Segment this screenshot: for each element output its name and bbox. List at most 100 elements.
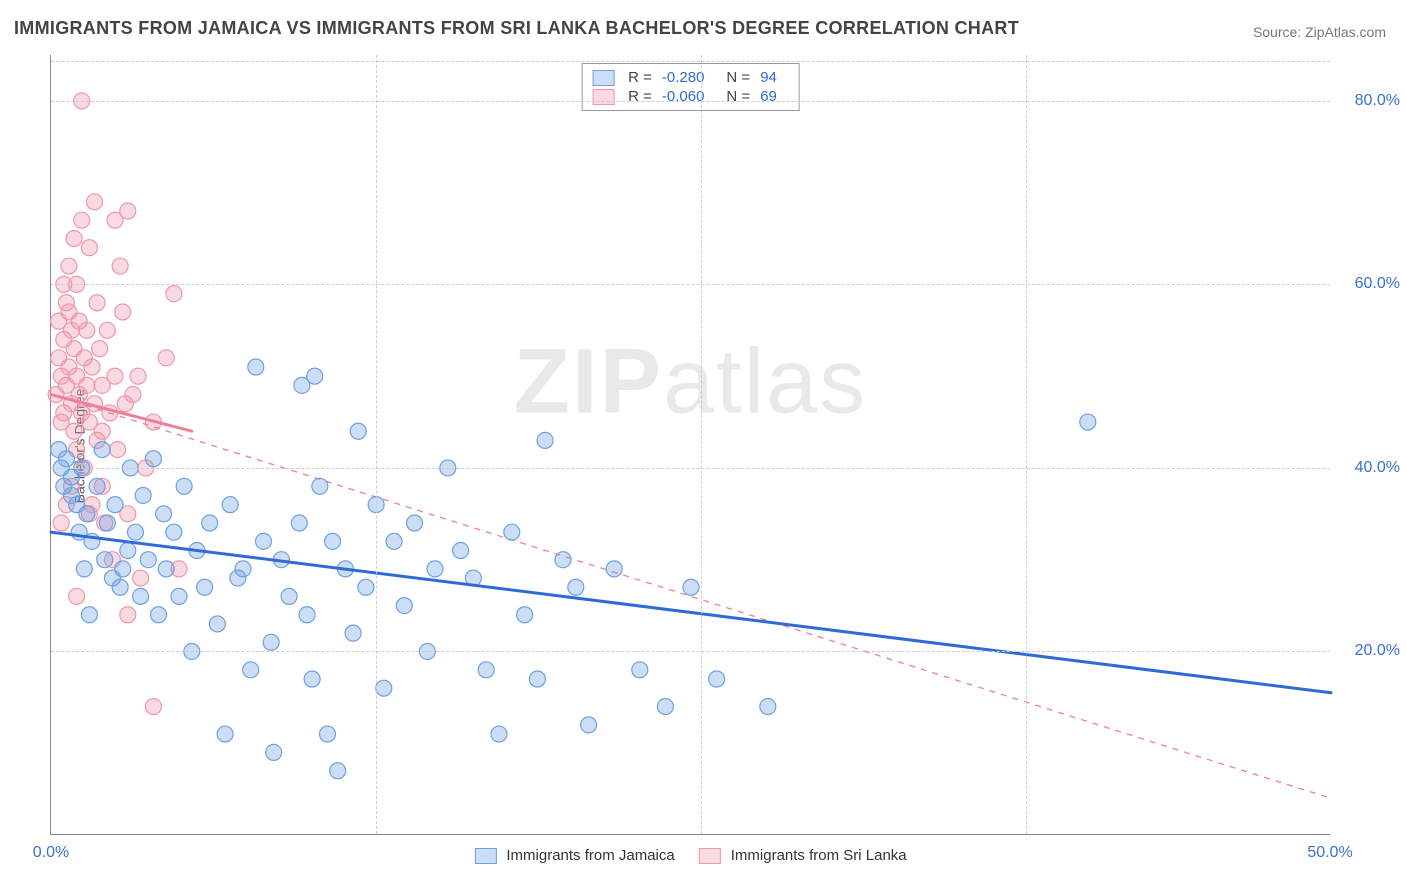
point-sri_lanka xyxy=(66,423,82,439)
r-label: R = xyxy=(628,69,652,86)
point-sri_lanka xyxy=(92,341,108,357)
point-sri_lanka xyxy=(79,377,95,393)
point-sri_lanka xyxy=(166,286,182,302)
legend-item-jamaica: Immigrants from Jamaica xyxy=(474,847,674,864)
point-jamaica xyxy=(427,561,443,577)
point-jamaica xyxy=(386,533,402,549)
point-jamaica xyxy=(166,524,182,540)
point-jamaica xyxy=(263,634,279,650)
point-jamaica xyxy=(478,662,494,678)
series-legend: Immigrants from Jamaica Immigrants from … xyxy=(474,847,906,864)
point-jamaica xyxy=(504,524,520,540)
legend-row-sri-lanka: R = -0.060 N = 69 xyxy=(592,87,789,106)
point-sri_lanka xyxy=(69,588,85,604)
point-jamaica xyxy=(158,561,174,577)
point-jamaica xyxy=(255,533,271,549)
n-value-sri-lanka: 69 xyxy=(760,88,777,105)
trend-dash-sri_lanka xyxy=(51,395,1331,799)
point-jamaica xyxy=(407,515,423,531)
point-sri_lanka xyxy=(112,258,128,274)
point-jamaica xyxy=(81,607,97,623)
point-sri_lanka xyxy=(81,240,97,256)
r-value-jamaica: -0.280 xyxy=(662,69,705,86)
y-tick-label: 40.0% xyxy=(1340,459,1400,477)
plot-area: ZIPatlas R = -0.280 N = 94 R = -0.060 N … xyxy=(50,55,1330,835)
point-jamaica xyxy=(709,671,725,687)
source-attribution: Source: ZipAtlas.com xyxy=(1253,24,1386,40)
point-jamaica xyxy=(79,506,95,522)
point-sri_lanka xyxy=(130,368,146,384)
point-jamaica xyxy=(151,607,167,623)
point-jamaica xyxy=(115,561,131,577)
point-jamaica xyxy=(281,588,297,604)
correlation-legend: R = -0.280 N = 94 R = -0.060 N = 69 xyxy=(581,63,800,111)
point-jamaica xyxy=(140,552,156,568)
point-jamaica xyxy=(358,579,374,595)
gridline-h xyxy=(51,468,1330,469)
point-jamaica xyxy=(127,524,143,540)
point-jamaica xyxy=(299,607,315,623)
point-sri_lanka xyxy=(89,295,105,311)
point-jamaica xyxy=(657,699,673,715)
point-jamaica xyxy=(517,607,533,623)
point-jamaica xyxy=(202,515,218,531)
point-sri_lanka xyxy=(158,350,174,366)
point-jamaica xyxy=(568,579,584,595)
point-jamaica xyxy=(133,588,149,604)
point-jamaica xyxy=(304,671,320,687)
point-jamaica xyxy=(135,487,151,503)
point-jamaica xyxy=(89,478,105,494)
point-jamaica xyxy=(209,616,225,632)
gridline-v xyxy=(376,55,377,834)
point-jamaica xyxy=(606,561,622,577)
point-jamaica xyxy=(176,478,192,494)
point-jamaica xyxy=(197,579,213,595)
point-jamaica xyxy=(291,515,307,531)
n-value-jamaica: 94 xyxy=(760,69,777,86)
gridline-v xyxy=(1026,55,1027,834)
point-jamaica xyxy=(683,579,699,595)
point-jamaica xyxy=(307,368,323,384)
point-jamaica xyxy=(555,552,571,568)
point-sri_lanka xyxy=(79,322,95,338)
y-tick-label: 60.0% xyxy=(1340,275,1400,293)
x-tick-start: 0.0% xyxy=(33,844,69,862)
point-sri_lanka xyxy=(107,368,123,384)
point-jamaica xyxy=(145,451,161,467)
point-jamaica xyxy=(491,726,507,742)
point-sri_lanka xyxy=(120,607,136,623)
scatter-plot xyxy=(51,55,1330,834)
point-jamaica xyxy=(396,598,412,614)
point-sri_lanka xyxy=(117,396,133,412)
point-sri_lanka xyxy=(115,304,131,320)
point-jamaica xyxy=(99,515,115,531)
legend-label-jamaica: Immigrants from Jamaica xyxy=(506,847,674,864)
point-jamaica xyxy=(97,552,113,568)
y-tick-label: 80.0% xyxy=(1340,92,1400,110)
legend-item-sri-lanka: Immigrants from Sri Lanka xyxy=(699,847,907,864)
point-jamaica xyxy=(376,680,392,696)
point-jamaica xyxy=(632,662,648,678)
point-jamaica xyxy=(581,717,597,733)
point-jamaica xyxy=(529,671,545,687)
point-jamaica xyxy=(76,561,92,577)
point-jamaica xyxy=(217,726,233,742)
point-sri_lanka xyxy=(66,231,82,247)
gridline-h xyxy=(51,101,1330,102)
point-jamaica xyxy=(94,442,110,458)
swatch-jamaica xyxy=(474,848,496,864)
gridline-h xyxy=(51,61,1330,62)
point-jamaica xyxy=(330,763,346,779)
gridline-v xyxy=(701,55,702,834)
point-sri_lanka xyxy=(61,258,77,274)
x-tick-end: 50.0% xyxy=(1307,844,1352,862)
point-jamaica xyxy=(345,625,361,641)
y-tick-label: 20.0% xyxy=(1340,642,1400,660)
point-jamaica xyxy=(319,726,335,742)
legend-row-jamaica: R = -0.280 N = 94 xyxy=(592,68,789,87)
point-sri_lanka xyxy=(53,515,69,531)
point-jamaica xyxy=(325,533,341,549)
point-sri_lanka xyxy=(87,194,103,210)
point-sri_lanka xyxy=(133,570,149,586)
point-jamaica xyxy=(1080,414,1096,430)
